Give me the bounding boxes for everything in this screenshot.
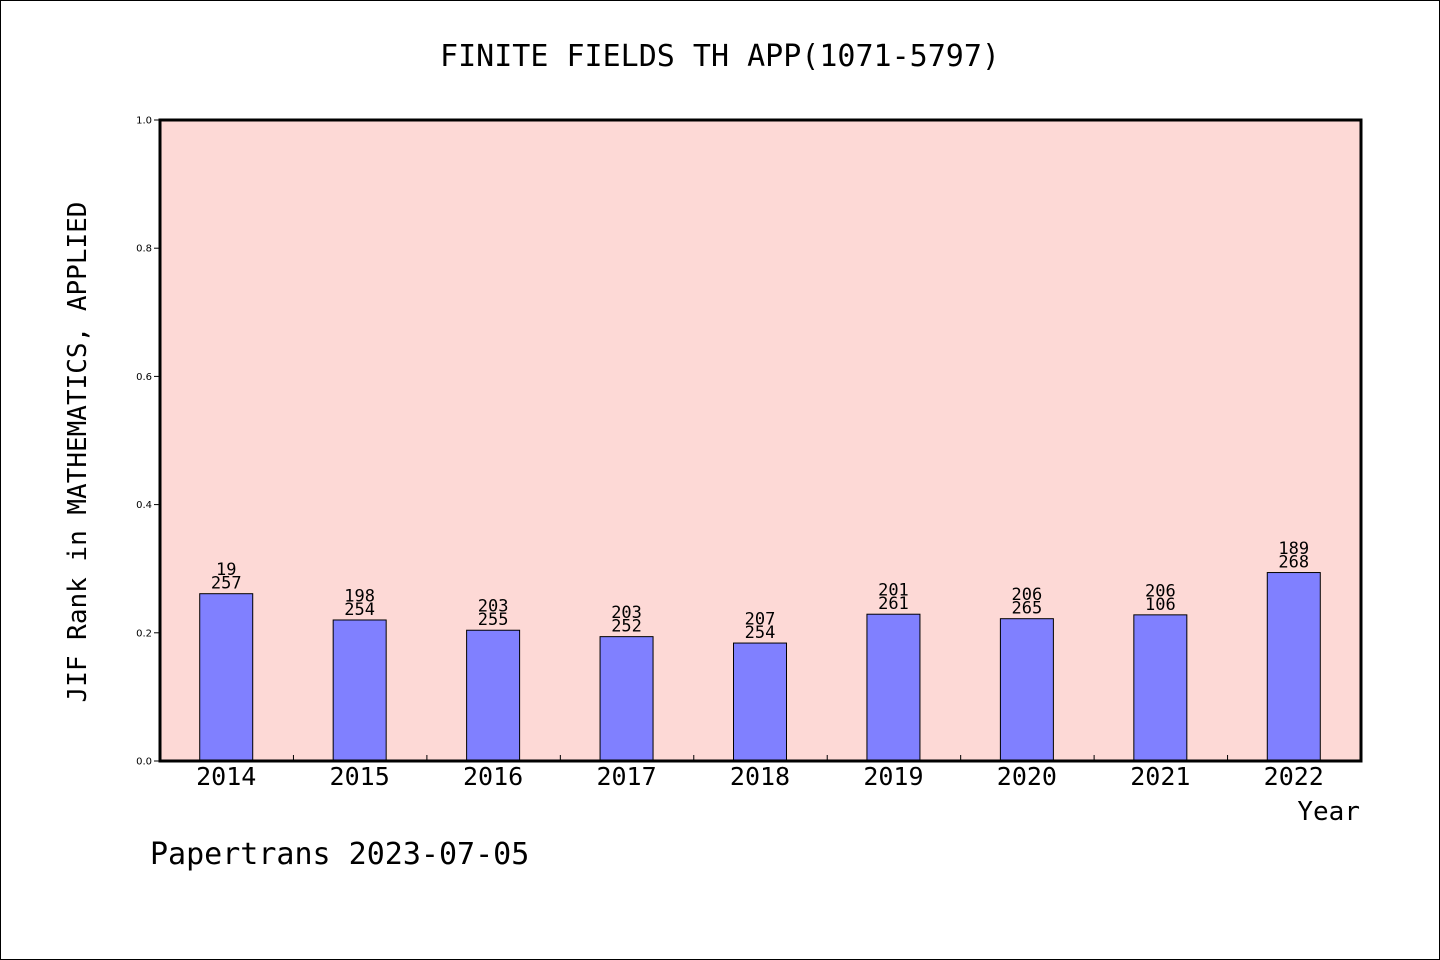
x-axis-label: Year — [1297, 797, 1360, 827]
x-tick-label-2016: 2016 — [463, 762, 523, 791]
bar-label-2016-top: 203 — [478, 597, 509, 617]
y-tick-label: 0.0 — [136, 757, 152, 768]
chart-title: FINITE FIELDS TH APP(1071-5797) — [440, 39, 1000, 74]
x-axis: 2014 2015 2016 2017 2018 2019 2020 2021 2022 — [196, 755, 1324, 791]
bar-2019 — [866, 613, 921, 762]
x-tick-label-2019: 2019 — [863, 762, 923, 791]
y-tick-label: 0.6 — [136, 372, 152, 383]
bar-label-2020-top: 206 — [1012, 585, 1043, 605]
bar-label-2014-bottom: 257 — [211, 574, 242, 594]
bar-2021 — [1133, 614, 1188, 762]
bar-2015 — [332, 619, 387, 762]
bar-label-2021-bottom: 106 — [1145, 595, 1176, 615]
bar-2018 — [733, 642, 787, 762]
bar-label-2022-bottom: 268 — [1278, 553, 1309, 573]
bar-label-2017-bottom: 252 — [611, 617, 642, 637]
y-tick-label: 0.4 — [136, 500, 152, 511]
bar-label-2016-bottom: 255 — [478, 610, 509, 630]
bar-label-2015-bottom: 254 — [344, 600, 375, 620]
bar-label-2017-top: 203 — [611, 603, 642, 623]
y-axis-label: JIF Rank in MATHEMATICS, APPLIED — [63, 202, 93, 703]
bar-label-2020-bottom: 265 — [1012, 599, 1043, 619]
x-tick-label-2017: 2017 — [596, 762, 656, 791]
bar-label-2018-top: 207 — [745, 610, 776, 630]
bar-2020 — [999, 618, 1054, 762]
x-tick-label-2020: 2020 — [997, 762, 1057, 791]
bar-label-2014-top: 19 — [216, 560, 236, 580]
x-tick-label-2018: 2018 — [730, 762, 790, 791]
plot-frame — [158, 118, 1363, 763]
y-tick-label: 1.0 — [136, 116, 152, 127]
x-tick-label-2021: 2021 — [1130, 762, 1190, 791]
y-axis: 0.0 0.2 0.4 0.6 0.8 1.0 — [136, 116, 160, 768]
bar-label-2022-top: 189 — [1278, 539, 1309, 559]
footer-text: Papertrans 2023-07-05 — [150, 837, 529, 872]
y-tick-label: 0.2 — [136, 628, 152, 639]
bar-2014 — [199, 593, 254, 762]
bar-label-2015-top: 198 — [344, 586, 375, 606]
bar-label-2019-bottom: 261 — [878, 594, 909, 614]
bar-2017 — [599, 636, 654, 762]
bar-label-2021-top: 206 — [1145, 581, 1176, 601]
bar-label-2018-bottom: 254 — [745, 623, 776, 643]
x-tick-label-2014: 2014 — [196, 762, 256, 791]
bar-label-2019-top: 201 — [878, 581, 909, 601]
bars — [199, 572, 1321, 762]
y-tick-label: 0.8 — [136, 244, 152, 255]
x-tick-label-2022: 2022 — [1264, 762, 1324, 791]
x-tick-label-2015: 2015 — [330, 762, 390, 791]
bar-2022 — [1266, 572, 1321, 762]
bar-2016 — [466, 629, 521, 762]
